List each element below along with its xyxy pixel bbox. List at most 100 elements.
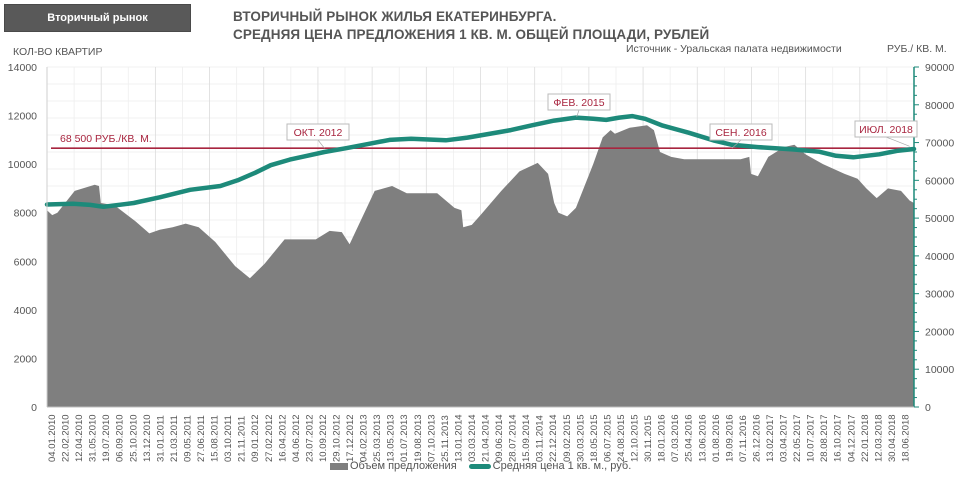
annotation-0: ОКТ. 2012 [286, 123, 350, 149]
x-tick-label: 29.10.2012 [332, 414, 343, 462]
x-tick-label: 23.07.2012 [304, 414, 315, 462]
x-tick-label: 22.05.2017 [792, 414, 803, 462]
x-tick-label: 17.12.2012 [345, 414, 356, 462]
x-tick-label: 19.07.2010 [101, 414, 112, 462]
x-tick-label: 15.09.2014 [521, 414, 532, 462]
x-tick-label: 09.02.2015 [562, 414, 573, 462]
x-tick-label: 25.03.2013 [372, 414, 383, 462]
legend: Объем предложения Средняя цена 1 кв. м.,… [330, 460, 631, 472]
left-axis-label: КОЛ-ВО КВАРТИР [13, 46, 103, 58]
reference-line-label: 68 500 РУБ./КВ. М. [60, 133, 152, 145]
legend-item-volume: Объем предложения [330, 460, 457, 472]
x-tick-label: 16.10.2017 [833, 414, 844, 462]
svg-text:90000: 90000 [925, 62, 954, 74]
source-note: Источник - Уральская палата недвижимости [626, 43, 842, 55]
x-tick-label: 28.07.2014 [508, 414, 519, 462]
svg-text:ФЕВ. 2015: ФЕВ. 2015 [553, 97, 604, 109]
x-tick-label: 22.12.2014 [548, 414, 559, 462]
x-tick-label: 13.05.2013 [386, 414, 397, 462]
svg-text:70000: 70000 [925, 138, 954, 150]
x-tick-label: 25.04.2016 [684, 414, 695, 462]
x-tick-label: 09.06.2014 [494, 414, 505, 462]
legend-swatch-line [468, 463, 491, 469]
x-tick-label: 10.07.2017 [806, 414, 817, 462]
tab-secondary-market[interactable]: Вторичный рынок [4, 4, 191, 32]
x-tick-label: 24.08.2015 [616, 414, 627, 462]
svg-text:12000: 12000 [8, 111, 37, 123]
price-line [44, 113, 917, 210]
svg-text:10000: 10000 [925, 364, 954, 376]
x-tick-label: 12.04.2010 [74, 414, 85, 462]
svg-text:0: 0 [925, 402, 931, 414]
svg-text:0: 0 [31, 402, 37, 414]
svg-text:80000: 80000 [925, 100, 954, 112]
annotations: ОКТ. 2012 ФЕВ. 2015 СЕН. 2016 ИЮЛ. 2018 [286, 93, 918, 149]
x-tick-label: 25.10.2010 [128, 414, 139, 462]
svg-text:ИЮЛ. 2018: ИЮЛ. 2018 [859, 124, 913, 136]
chart-title-line2: СРЕДНЯЯ ЦЕНА ПРЕДЛОЖЕНИЯ 1 КВ. М. ОБЩЕЙ … [233, 27, 710, 42]
x-tick-label: 18.05.2015 [589, 414, 600, 462]
volume-area-path [47, 125, 914, 408]
chart-title: ВТОРИЧНЫЙ РЫНОК ЖИЛЬЯ ЕКАТЕРИНБУРГА. СРЕ… [233, 8, 709, 44]
x-tick-label: 03.04.2017 [779, 414, 790, 462]
svg-text:14000: 14000 [8, 62, 37, 74]
x-tick-label: 10.09.2012 [318, 414, 329, 462]
x-tick-label: 04.06.2012 [291, 414, 302, 462]
x-tick-label: 30.04.2018 [887, 414, 898, 462]
svg-text:30000: 30000 [925, 289, 954, 301]
x-tick-label: 04.02.2013 [359, 414, 370, 462]
svg-text:ОКТ. 2012: ОКТ. 2012 [294, 127, 343, 139]
svg-text:2000: 2000 [14, 353, 38, 365]
x-tick-label: 15.08.2011 [210, 415, 221, 462]
annotation-3: ИЮЛ. 2018 [854, 120, 918, 147]
x-tick-label: 27.02.2012 [264, 414, 275, 462]
svg-text:40000: 40000 [925, 251, 954, 263]
svg-text:50000: 50000 [925, 213, 954, 225]
x-tick-label: 13.06.2016 [697, 414, 708, 462]
x-tick-label: 26.12.2016 [751, 414, 762, 462]
x-tick-label: 03.11.2014 [535, 415, 546, 462]
x-tick-label: 01.08.2016 [711, 414, 722, 462]
x-tick-label: 25.11.2013 [440, 415, 451, 462]
x-tick-label: 12.10.2015 [630, 414, 641, 462]
x-tick-label: 19.09.2016 [724, 414, 735, 462]
x-tick-label: 13.01.2014 [453, 414, 464, 462]
x-tick-label: 18.01.2016 [657, 414, 668, 462]
x-tick-label: 30.11.2015 [643, 415, 654, 462]
x-tick-label: 03.03.2014 [467, 414, 478, 462]
x-tick-label: 04.12.2017 [846, 414, 857, 462]
x-tick-label: 09.05.2011 [183, 415, 194, 462]
x-tick-labels: 04.01.2010 22.02.2010 12.04.2010 31.05.2010… [47, 414, 912, 462]
svg-text:8000: 8000 [14, 208, 38, 220]
x-tick-label: 21.11.2011 [237, 416, 248, 462]
svg-text:4000: 4000 [14, 305, 38, 317]
x-tick-label: 07.10.2013 [426, 414, 437, 462]
x-tick-label: 07.03.2016 [670, 414, 681, 462]
x-tick-label: 12.03.2018 [873, 414, 884, 462]
x-tick-label: 27.06.2011 [196, 415, 207, 462]
x-tick-label: 13.12.2010 [142, 414, 153, 462]
x-tick-label: 31.01.2011 [155, 415, 166, 462]
x-tick-label: 06.07.2015 [602, 414, 613, 462]
x-tick-label: 03.10.2011 [223, 415, 234, 462]
x-tick-label: 22.01.2018 [860, 414, 871, 462]
svg-text:СЕН. 2016: СЕН. 2016 [715, 127, 767, 139]
x-tick-label: 06.09.2010 [115, 414, 126, 462]
x-tick-label: 07.11.2016 [738, 415, 749, 462]
x-tick-label: 16.04.2012 [277, 414, 288, 462]
legend-label-volume: Объем предложения [350, 460, 457, 472]
x-tick-label: 09.01.2012 [250, 414, 261, 462]
legend-item-price: Средняя цена 1 кв. м., руб. [468, 460, 631, 472]
x-tick-label: 21.04.2014 [481, 414, 492, 462]
x-tick-label: 18.06.2018 [901, 414, 912, 462]
x-tick-label: 21.03.2011 [169, 415, 180, 462]
x-tick-label: 28.08.2017 [819, 414, 830, 462]
x-tick-label: 30.03.2015 [575, 414, 586, 462]
x-tick-label: 19.08.2013 [413, 414, 424, 462]
chart-title-line1: ВТОРИЧНЫЙ РЫНОК ЖИЛЬЯ ЕКАТЕРИНБУРГА. [233, 9, 557, 24]
x-tick-label: 01.07.2013 [399, 414, 410, 462]
annotation-2: СЕН. 2016 [709, 123, 773, 149]
x-tick-label: 31.05.2010 [88, 414, 99, 462]
x-tick-label: 13.02.2017 [765, 414, 776, 462]
